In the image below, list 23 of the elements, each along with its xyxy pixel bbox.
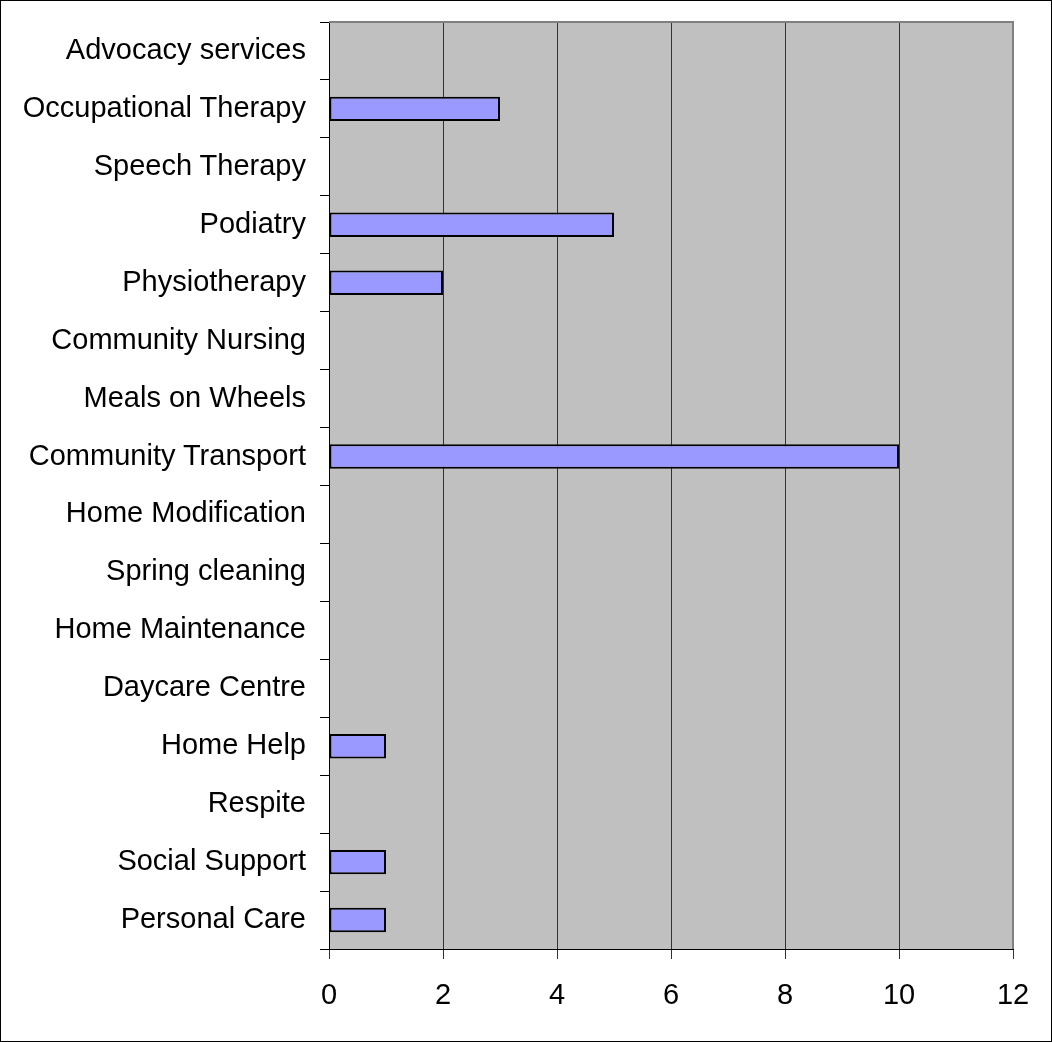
x-tick-label: 10 [882,978,916,1011]
x-tick-label: 12 [996,978,1030,1011]
y-tick-label: Spring cleaning [106,554,306,587]
y-tick-label: Social Support [117,844,306,877]
x-tick-label: 2 [434,978,452,1011]
x-tick-label: 6 [662,978,680,1011]
x-tick-label: 4 [548,978,566,1011]
y-tick-label: Personal Care [120,902,306,935]
x-tick-label: 8 [776,978,794,1011]
y-tick-label: Home Modification [65,496,306,529]
y-tick-label: Community Nursing [51,322,306,355]
y-tick-label: Occupational Therapy [22,90,307,123]
y-tick-label: Advocacy services [65,32,306,65]
y-tick-label: Daycare Centre [102,670,306,703]
y-tick-label: Meals on Wheels [83,380,306,413]
y-tick-label: Physiotherapy [122,264,307,297]
y-tick-label: Community Transport [28,438,306,471]
y-tick-label: Home Help [160,728,306,761]
y-tick-label: Respite [207,786,306,819]
x-tick-label: 0 [320,978,338,1011]
y-tick-label: Home Maintenance [54,612,306,645]
y-tick-label: Podiatry [199,206,307,239]
y-tick-label: Speech Therapy [93,148,307,181]
